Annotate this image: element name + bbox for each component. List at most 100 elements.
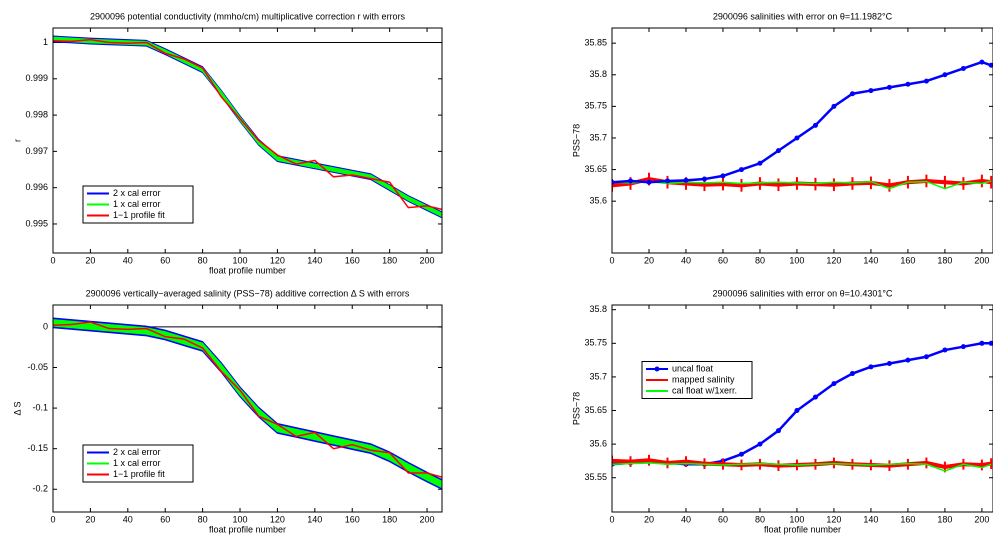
plot-area	[53, 35, 442, 219]
x-tick-label: 0	[609, 255, 614, 265]
legend-label: uncal float	[672, 363, 714, 373]
marker	[627, 178, 633, 184]
x-tick-label: 20	[85, 514, 95, 524]
series-line	[53, 38, 442, 211]
marker	[960, 65, 966, 71]
x-tick-label: 180	[937, 514, 952, 524]
chart-title: 2900096 salinities with error on θ=11.19…	[713, 11, 893, 21]
series-line	[612, 462, 992, 472]
marker	[979, 59, 985, 65]
x-tick-label: 200	[974, 255, 989, 265]
x-tick-label: 60	[160, 255, 170, 265]
x-tick-label: 140	[863, 514, 878, 524]
x-tick-label: 40	[123, 514, 133, 524]
marker	[646, 179, 652, 185]
marker	[849, 91, 855, 97]
legend-label: cal float w/1xerr.	[672, 385, 737, 395]
x-tick-label: 180	[937, 255, 952, 265]
x-tick-label: 140	[863, 255, 878, 265]
y-tick-label: 0.998	[25, 109, 48, 119]
y-tick-label: 1	[43, 37, 48, 47]
y-tick-label: 35.65	[584, 164, 607, 174]
chart-title: 2900096 potential conductivity (mmho/cm)…	[90, 11, 406, 21]
y-axis-label: r	[12, 139, 22, 142]
series-line	[612, 180, 992, 190]
y-tick-label: 0	[43, 321, 48, 331]
legend-box	[82, 444, 194, 483]
y-axis-label: Δ S	[12, 401, 22, 415]
marker	[905, 357, 911, 363]
x-tick-label: 120	[270, 514, 285, 524]
marker	[775, 148, 781, 154]
axes-frame	[52, 27, 443, 254]
x-tick-label: 160	[900, 514, 915, 524]
y-tick-label: 35.75	[584, 338, 607, 348]
marker	[812, 122, 818, 128]
x-tick-label: 20	[644, 514, 654, 524]
y-tick-label: 35.7	[589, 132, 607, 142]
x-tick-label: 40	[681, 255, 691, 265]
marker	[738, 451, 744, 457]
y-tick-label: 35.65	[584, 405, 607, 415]
marker	[868, 364, 874, 370]
x-tick-label: 200	[420, 255, 435, 265]
x-tick-label: 80	[755, 255, 765, 265]
x-tick-label: 120	[270, 255, 285, 265]
marker	[923, 78, 929, 84]
plot-area	[53, 317, 442, 490]
y-tick-label: 35.75	[584, 101, 607, 111]
y-tick-label: 35.8	[589, 69, 607, 79]
marker	[905, 81, 911, 87]
chart-title: 2900096 vertically−averaged salinity (PS…	[86, 288, 410, 298]
marker	[720, 173, 726, 179]
series-line	[53, 321, 442, 478]
marker	[849, 371, 855, 377]
marker	[988, 62, 993, 68]
plot-area	[612, 59, 993, 192]
x-tick-label: 80	[755, 514, 765, 524]
marker	[868, 88, 874, 94]
marker	[886, 84, 892, 90]
y-tick-label: 0.999	[25, 73, 48, 83]
axes-frame	[52, 304, 443, 513]
x-tick-label: 80	[198, 514, 208, 524]
y-axis-label: PSS−78	[571, 124, 581, 157]
x-tick-label: 0	[50, 255, 55, 265]
marker	[775, 428, 781, 434]
x-tick-label: 80	[198, 255, 208, 265]
marker	[664, 178, 670, 184]
x-tick-label: 180	[382, 255, 397, 265]
x-tick-label: 160	[345, 255, 360, 265]
x-tick-label: 60	[718, 514, 728, 524]
legend-label: 1−1 profile fit	[113, 469, 165, 479]
y-tick-label: 35.6	[589, 196, 607, 206]
x-axis-label: float profile number	[209, 524, 286, 534]
axes-background	[612, 305, 993, 512]
x-axis-label: float profile number	[764, 524, 841, 534]
x-tick-label: 140	[307, 514, 322, 524]
y-tick-label: 35.7	[589, 371, 607, 381]
x-tick-label: 100	[789, 255, 804, 265]
y-axis-label: PSS−78	[571, 392, 581, 425]
y-tick-label: -0.2	[32, 484, 48, 494]
x-tick-label: 20	[644, 255, 654, 265]
marker	[831, 381, 837, 387]
axes-frame	[611, 304, 993, 513]
y-tick-label: 35.55	[584, 472, 607, 482]
x-tick-label: 160	[900, 255, 915, 265]
series-line	[612, 60, 992, 184]
x-tick-label: 180	[382, 514, 397, 524]
x-tick-label: 140	[307, 255, 322, 265]
x-tick-label: 0	[50, 514, 55, 524]
x-tick-label: 200	[420, 514, 435, 524]
x-tick-label: 0	[609, 514, 614, 524]
x-tick-label: 20	[85, 255, 95, 265]
y-tick-label: 35.8	[589, 304, 607, 314]
x-tick-label: 120	[826, 514, 841, 524]
x-tick-label: 40	[681, 514, 691, 524]
marker	[886, 360, 892, 366]
marker	[979, 340, 985, 346]
y-tick-label: 0.997	[25, 146, 48, 156]
y-tick-label: 35.6	[589, 438, 607, 448]
x-tick-label: 100	[233, 514, 248, 524]
